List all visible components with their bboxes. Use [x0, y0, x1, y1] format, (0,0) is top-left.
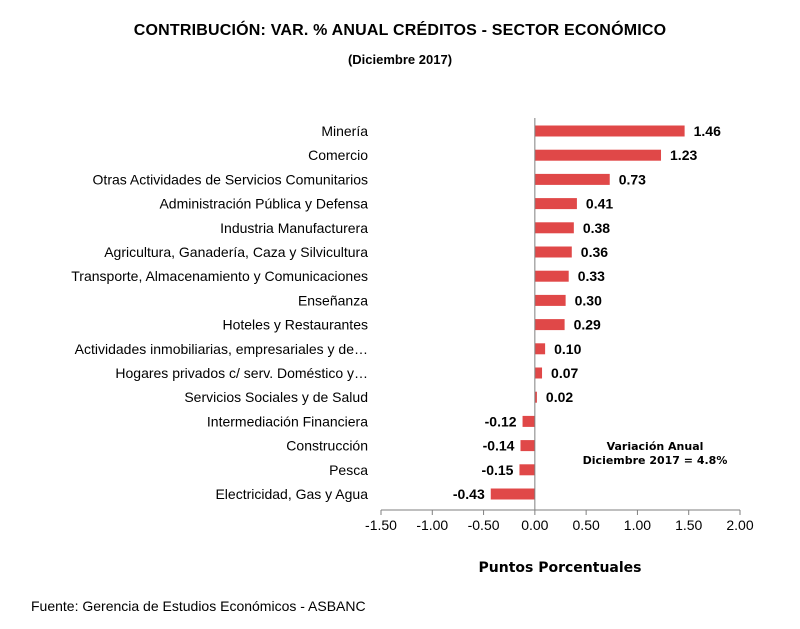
x-tick-label: 1.50 [675, 517, 702, 533]
chart-subtitle: (Diciembre 2017) [347, 52, 453, 67]
category-label: Servicios Sociales y de Salud [184, 389, 368, 405]
data-label: 1.23 [670, 147, 697, 163]
data-label: 0.38 [583, 220, 610, 236]
data-label: 0.10 [554, 341, 581, 357]
annotation-line-2: Diciembre 2017 = 4.8% [582, 454, 728, 467]
category-label: Comercio [308, 147, 368, 163]
bar [534, 222, 574, 234]
x-tick-label: 0.00 [521, 517, 548, 533]
category-label: Minería [321, 123, 368, 139]
category-label: Agricultura, Ganadería, Caza y Silvicult… [104, 244, 368, 260]
annotation-line-1: Variación Anual [606, 440, 704, 453]
data-label: 0.33 [578, 268, 605, 284]
category-label: Electricidad, Gas y Agua [215, 486, 368, 502]
bar [520, 440, 535, 452]
category-label: Industria Manufacturera [220, 220, 368, 236]
bar [534, 173, 610, 185]
data-label: 0.02 [546, 389, 573, 405]
bar [534, 294, 566, 306]
category-label: Pesca [329, 462, 368, 478]
data-label: 1.46 [694, 123, 721, 139]
x-tick-label: 0.50 [573, 517, 600, 533]
x-tick-label: -0.50 [468, 517, 500, 533]
data-label: 0.41 [586, 196, 613, 212]
category-label: Enseñanza [298, 292, 368, 308]
bar [490, 488, 535, 500]
x-tick-label: -1.00 [416, 517, 448, 533]
source-footer: Fuente: Gerencia de Estudios Económicos … [31, 598, 366, 614]
data-label: 0.30 [575, 292, 602, 308]
bar [519, 464, 535, 476]
category-label: Intermediación Financiera [207, 413, 368, 429]
category-label: Hoteles y Restaurantes [222, 317, 368, 333]
bar [534, 367, 543, 379]
category-labels-layer: Minería Comercio Otras Actividades de Serv… [71, 123, 368, 502]
category-label: Administración Pública y Defensa [159, 196, 368, 212]
data-label: 0.36 [581, 244, 608, 260]
data-label: -0.12 [485, 413, 517, 429]
bar [534, 270, 569, 282]
bar [534, 149, 662, 161]
annotation-box: Variación Anual Diciembre 2017 = 4.8% [560, 440, 750, 468]
data-label: 0.73 [619, 171, 646, 187]
data-labels-layer: 1.46 1.23 0.73 0.41 0.38 0.36 0.33 0.30 0.29 0.10… [453, 123, 721, 502]
chart-title: CONTRIBUCIÓN: VAR. % ANUAL CRÉDITOS - SE… [133, 22, 667, 39]
bar [534, 319, 565, 331]
category-label: Transporte, Almacenamiento y Comunicacio… [71, 268, 368, 284]
bar [534, 198, 577, 210]
data-label: -0.14 [483, 438, 515, 454]
category-label: Actividades inmobiliarias, empresariales… [75, 341, 368, 357]
bar [534, 391, 537, 403]
x-axis-label: Puntos Porcentuales [479, 560, 642, 576]
bars-layer [490, 125, 685, 500]
bar [534, 246, 572, 258]
bar [522, 415, 535, 427]
category-label: Construcción [286, 438, 368, 454]
x-tick-label: 2.00 [726, 517, 753, 533]
x-axis: -1.50 -1.00 -0.50 0.00 0.50 1.00 1.50 2.00 [365, 118, 754, 533]
bar [534, 343, 546, 355]
x-tick-label: 1.00 [624, 517, 651, 533]
bar [534, 125, 685, 137]
data-label: 0.29 [574, 317, 601, 333]
x-tick-label: -1.50 [365, 517, 397, 533]
category-label: Otras Actividades de Servicios Comunitar… [93, 171, 368, 187]
data-label: 0.07 [551, 365, 578, 381]
category-label: Hogares privados c/ serv. Doméstico y… [115, 365, 368, 381]
data-label: -0.15 [482, 462, 514, 478]
data-label: -0.43 [453, 486, 485, 502]
